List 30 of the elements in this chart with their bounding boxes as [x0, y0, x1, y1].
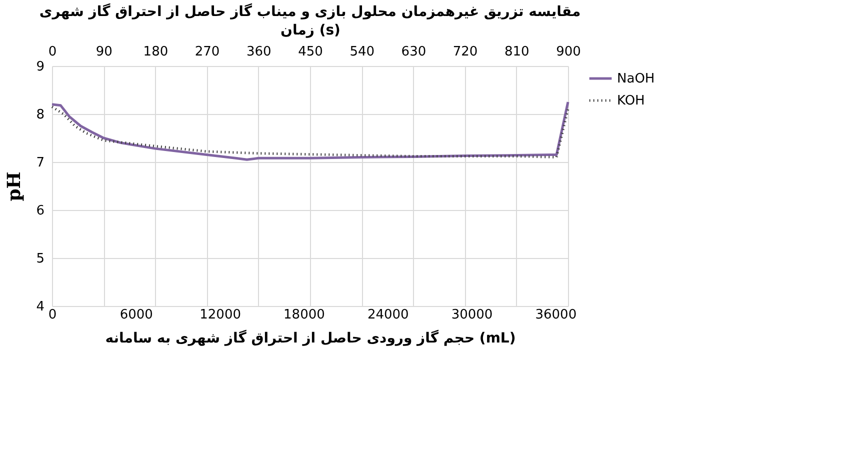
x2-tick-label: 630 [401, 44, 426, 60]
x-tick-label: 36000 [535, 308, 577, 322]
x2-axis-title: زمان (s) [280, 22, 340, 38]
x2-tick-label: 900 [556, 44, 581, 60]
x-tick-label: 12000 [200, 308, 241, 322]
x-tick-label: 30000 [451, 308, 493, 322]
legend-label: KOH [617, 94, 645, 108]
y-tick-label: 5 [36, 252, 44, 266]
y-axis-title: pH [4, 172, 26, 202]
chart-title: مقایسه تزریق غیرهمزمان محلول بازی و میناب گاز حاصل از احتراق گاز شهری [39, 3, 581, 20]
legend-label: NaOH [617, 72, 655, 86]
x2-tick-label: 270 [194, 44, 220, 60]
y-tick-label: 4 [36, 300, 44, 314]
x2-tick-label: 810 [504, 44, 530, 60]
x2-tick-label: 180 [143, 44, 168, 60]
y-tick-label: 8 [36, 108, 44, 122]
x-tick-label: 0 [48, 308, 57, 322]
y-tick-label: 7 [36, 156, 44, 170]
y-tick-label: 6 [36, 204, 44, 218]
x2-tick-label: 360 [246, 44, 272, 60]
y-tick-label: 9 [36, 60, 44, 74]
x-tick-label: 24000 [367, 308, 409, 322]
x-tick-label: 18000 [284, 308, 325, 322]
x2-tick-label: 540 [350, 44, 375, 60]
x2-tick-label: 90 [96, 44, 112, 60]
x2-tick-label: 0 [48, 44, 57, 60]
x-tick-label: 6000 [120, 308, 153, 322]
x-axis-title: حجم گاز ورودی حاصل از احتراق گاز شهری به سامانه (mL) [105, 330, 516, 346]
x2-tick-label: 720 [452, 44, 478, 60]
x2-tick-label: 450 [298, 44, 323, 60]
